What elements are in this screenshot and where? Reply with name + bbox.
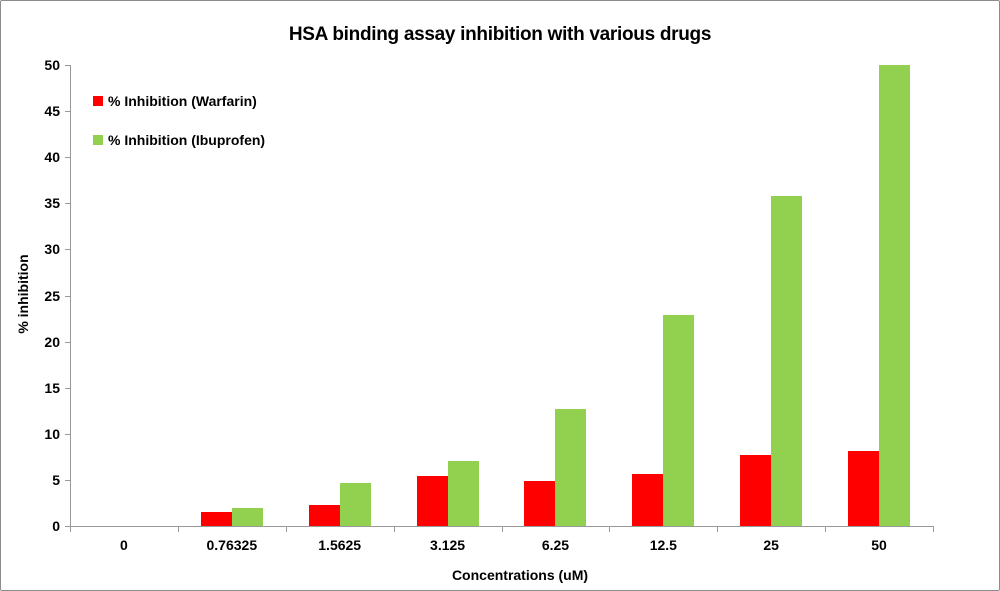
y-tick-label: 0 bbox=[52, 518, 60, 534]
legend-label: % Inhibition (Warfarin) bbox=[108, 93, 257, 109]
bar-warfarin bbox=[308, 504, 340, 526]
bar-warfarin bbox=[200, 512, 232, 526]
y-axis bbox=[70, 65, 71, 526]
y-tick bbox=[65, 111, 70, 113]
y-tick bbox=[65, 433, 70, 435]
bar-warfarin bbox=[416, 476, 448, 526]
x-tick bbox=[286, 526, 287, 532]
x-tick-label: 3.125 bbox=[430, 537, 466, 553]
legend-item-warfarin: % Inhibition (Warfarin) bbox=[93, 92, 265, 110]
bar-ibuprofen bbox=[339, 482, 371, 526]
legend-swatch-green bbox=[93, 135, 103, 145]
bar-warfarin bbox=[740, 455, 772, 526]
y-tick-label: 35 bbox=[44, 195, 60, 212]
y-tick-label: 15 bbox=[44, 379, 60, 396]
x-tick-label: 12.5 bbox=[649, 537, 677, 553]
x-tick bbox=[933, 526, 934, 532]
bar-warfarin bbox=[848, 451, 880, 526]
y-tick bbox=[65, 479, 70, 481]
y-tick-label: 25 bbox=[44, 287, 60, 304]
y-tick bbox=[65, 387, 70, 389]
bar-ibuprofen bbox=[447, 460, 479, 526]
legend-item-ibuprofen: % Inhibition (Ibuprofen) bbox=[93, 131, 265, 149]
legend: % Inhibition (Warfarin) % Inhibition (Ib… bbox=[93, 92, 265, 170]
y-tick-label: 10 bbox=[44, 425, 60, 442]
x-tick bbox=[825, 526, 826, 532]
x-tick bbox=[178, 526, 179, 532]
y-tick-label: 50 bbox=[44, 57, 60, 73]
x-tick-label: 6.25 bbox=[541, 537, 570, 553]
x-tick-label: 50 bbox=[871, 537, 887, 553]
y-tick-label: 30 bbox=[44, 241, 60, 258]
y-tick bbox=[65, 341, 70, 343]
y-tick bbox=[65, 65, 70, 66]
x-tick bbox=[394, 526, 395, 532]
x-axis-label: Concentrations (uM) bbox=[451, 567, 589, 583]
y-tick-label: 5 bbox=[52, 471, 60, 488]
x-tick bbox=[717, 526, 718, 532]
bar-warfarin bbox=[632, 474, 664, 526]
y-tick-label: 45 bbox=[44, 103, 60, 120]
bar-ibuprofen bbox=[231, 508, 263, 526]
x-tick-label: 25 bbox=[763, 537, 779, 553]
x-tick bbox=[70, 526, 71, 532]
y-tick bbox=[65, 203, 70, 205]
bar-warfarin bbox=[524, 480, 556, 526]
x-tick bbox=[609, 526, 610, 532]
bar-ibuprofen bbox=[555, 408, 587, 526]
bar-ibuprofen bbox=[663, 314, 695, 526]
legend-label: % Inhibition (Ibuprofen) bbox=[108, 132, 266, 148]
chart-title: HSA binding assay inhibition with variou… bbox=[288, 24, 712, 45]
y-tick-label: 40 bbox=[44, 149, 60, 166]
x-tick bbox=[502, 526, 503, 532]
bar-ibuprofen bbox=[771, 195, 803, 526]
y-tick bbox=[65, 249, 70, 251]
legend-swatch-red bbox=[93, 96, 103, 106]
x-axis bbox=[65, 526, 933, 527]
y-tick bbox=[65, 295, 70, 297]
y-tick bbox=[65, 526, 70, 527]
y-tick-label: 20 bbox=[44, 333, 60, 350]
bar-ibuprofen bbox=[879, 65, 911, 526]
x-tick-label: 0.76325 bbox=[206, 537, 258, 553]
y-tick bbox=[65, 157, 70, 159]
x-tick-label: 0 bbox=[120, 537, 128, 553]
x-tick-label: 1.5625 bbox=[318, 537, 362, 553]
plot-area: 0 5 10 15 20 25 30 35 40 45 50 0 0.76325 1.5625 3.125 6… bbox=[44, 57, 934, 553]
